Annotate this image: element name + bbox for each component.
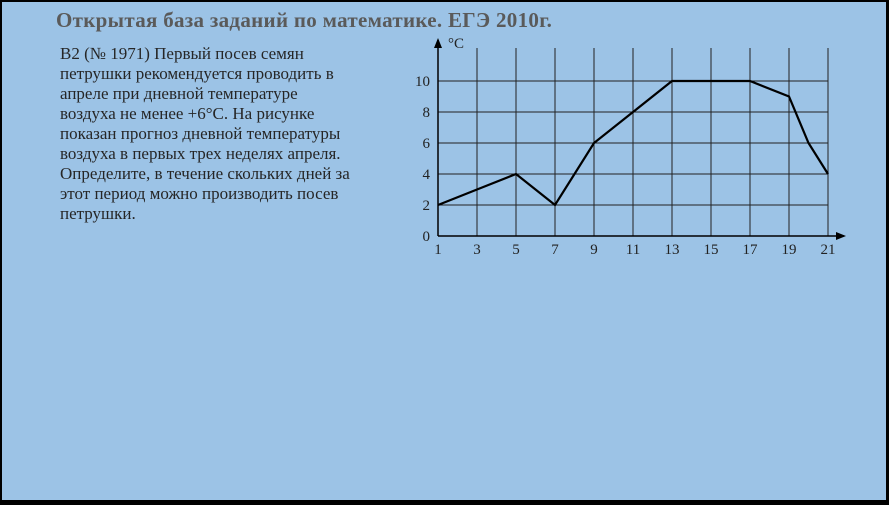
svg-text:6: 6 (423, 136, 431, 152)
svg-text:9: 9 (590, 242, 598, 258)
svg-text:1: 1 (434, 242, 442, 258)
svg-text:4: 4 (423, 167, 431, 183)
svg-text:11: 11 (626, 242, 640, 258)
svg-text:13: 13 (665, 242, 680, 258)
problem-text: B2 (№ 1971) Первый посев семян петрушки … (60, 44, 355, 224)
chart-svg: 024681013579111315171921°С (394, 36, 854, 266)
slide: Открытая база заданий по математике. ЕГЭ… (2, 2, 886, 500)
svg-text:8: 8 (423, 105, 431, 121)
svg-text:2: 2 (423, 198, 431, 214)
page-title: Открытая база заданий по математике. ЕГЭ… (56, 8, 552, 33)
svg-text:7: 7 (551, 242, 559, 258)
svg-text:19: 19 (782, 242, 797, 258)
svg-text:15: 15 (704, 242, 719, 258)
temperature-chart: 024681013579111315171921°С (394, 36, 854, 266)
svg-text:0: 0 (423, 229, 431, 245)
svg-text:°С: °С (448, 36, 464, 52)
svg-text:5: 5 (512, 242, 520, 258)
svg-text:21: 21 (821, 242, 836, 258)
svg-text:17: 17 (743, 242, 759, 258)
svg-text:10: 10 (415, 74, 430, 90)
svg-text:3: 3 (473, 242, 481, 258)
